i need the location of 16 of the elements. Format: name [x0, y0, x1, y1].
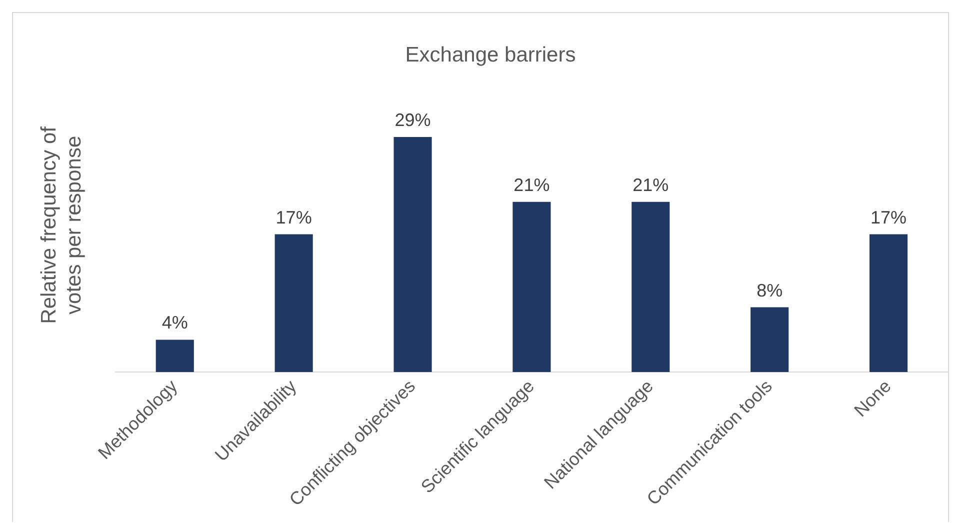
bar [870, 234, 908, 372]
chart-title: Exchange barriers [405, 43, 576, 66]
data-label: 21% [514, 174, 550, 195]
y-axis-title: Relative frequency of votes per response [37, 126, 86, 324]
bar [156, 340, 194, 372]
data-label: 17% [276, 207, 312, 228]
bar [750, 307, 789, 372]
data-label: 29% [394, 110, 431, 130]
data-label: 17% [870, 207, 907, 228]
bar [632, 202, 670, 372]
bar [274, 234, 313, 372]
data-label: 4% [162, 312, 188, 333]
bar [394, 136, 432, 372]
data-label: 8% [756, 280, 783, 300]
data-label: 21% [632, 174, 669, 195]
bar [512, 202, 551, 372]
